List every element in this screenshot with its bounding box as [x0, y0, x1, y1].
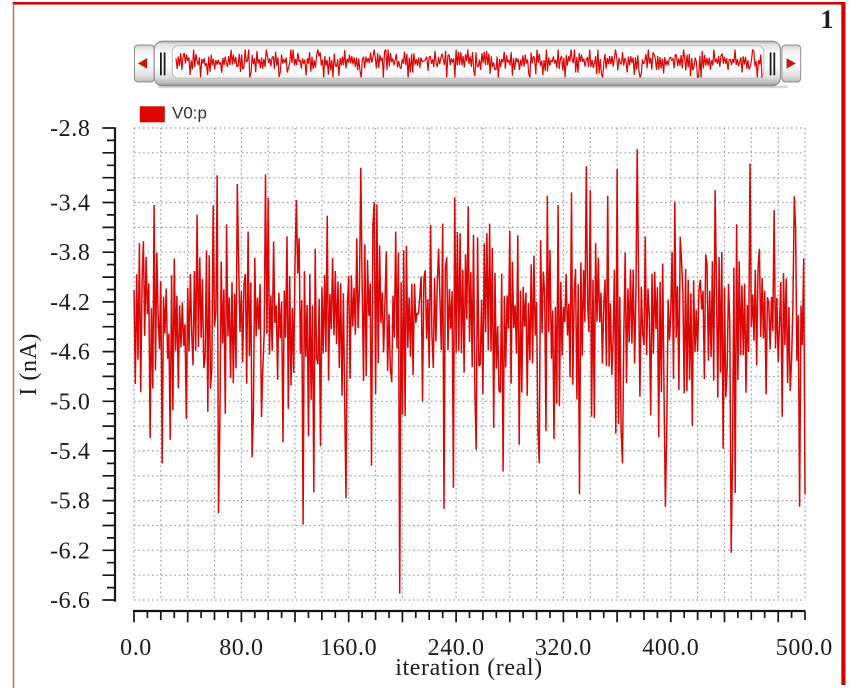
svg-text:0.0: 0.0 — [120, 635, 152, 661]
svg-text:500.0: 500.0 — [776, 635, 833, 661]
svg-text:I (nA): I (nA) — [16, 333, 42, 396]
svg-text:-3.4: -3.4 — [50, 191, 90, 217]
svg-text:-5.8: -5.8 — [50, 489, 90, 515]
svg-text:-4.2: -4.2 — [50, 290, 90, 316]
svg-text:-6.6: -6.6 — [50, 588, 90, 614]
svg-text:-3.8: -3.8 — [50, 240, 90, 266]
svg-text:V0:p: V0:p — [172, 104, 207, 123]
svg-text:80.0: 80.0 — [219, 635, 263, 661]
svg-text:-5.0: -5.0 — [50, 389, 90, 415]
svg-text:400.0: 400.0 — [642, 635, 699, 661]
svg-text:-6.2: -6.2 — [50, 538, 90, 564]
svg-text:1: 1 — [821, 5, 834, 34]
svg-text:320.0: 320.0 — [535, 635, 592, 661]
svg-text:iteration (real): iteration (real) — [395, 655, 543, 681]
svg-text:-5.4: -5.4 — [50, 439, 90, 465]
svg-text:-4.6: -4.6 — [50, 340, 90, 366]
svg-text:-2.8: -2.8 — [50, 116, 90, 142]
svg-text:240.0: 240.0 — [428, 635, 485, 661]
svg-text:160.0: 160.0 — [320, 635, 377, 661]
